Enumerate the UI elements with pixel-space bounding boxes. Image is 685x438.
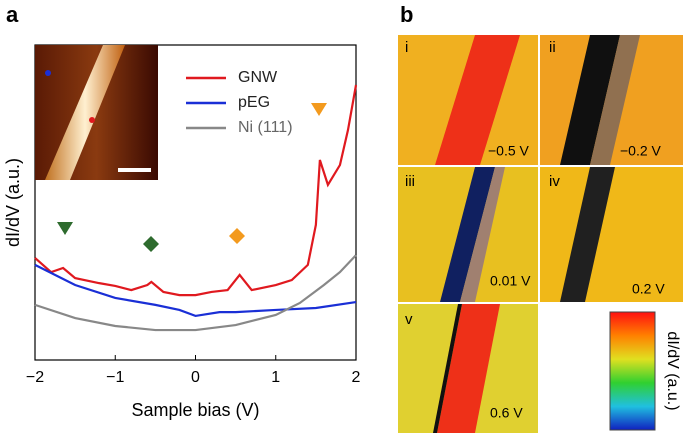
marker <box>57 222 73 235</box>
marker <box>311 103 327 116</box>
map-label: iii <box>405 173 415 190</box>
x-tick-label: 0 <box>191 369 200 386</box>
line-series <box>34 263 357 318</box>
panel-label: b <box>400 2 413 27</box>
x-tick-label: 2 <box>352 369 361 386</box>
x-axis-label: Sample bias (V) <box>131 400 259 420</box>
map-bias: 0.01 V <box>490 273 531 289</box>
map-label: iv <box>549 173 560 190</box>
map-bias: −0.5 V <box>488 143 530 159</box>
colorbar-label: dI/dV (a.u.) <box>664 331 681 410</box>
map-label: i <box>405 39 408 56</box>
map-bias: −0.2 V <box>620 143 662 159</box>
map-label: ii <box>549 39 556 56</box>
marker <box>229 228 245 244</box>
legend-label: pEG <box>238 94 270 111</box>
y-axis-label: dI/dV (a.u.) <box>3 158 23 247</box>
map-bias: 0.6 V <box>490 405 523 421</box>
legend-label: GNW <box>238 69 278 86</box>
legend-label: Ni (111) <box>238 119 293 136</box>
x-tick-label: 1 <box>271 369 280 386</box>
line-series <box>34 254 357 332</box>
marker <box>143 236 159 252</box>
map-label: v <box>405 311 413 328</box>
map-bias: 0.2 V <box>632 281 665 297</box>
inset-image <box>35 45 158 180</box>
line-series <box>34 84 358 297</box>
panel-label: a <box>6 2 19 27</box>
dIdV-maps <box>398 35 685 433</box>
x-tick-label: −2 <box>26 369 44 386</box>
x-tick-label: −1 <box>106 369 124 386</box>
